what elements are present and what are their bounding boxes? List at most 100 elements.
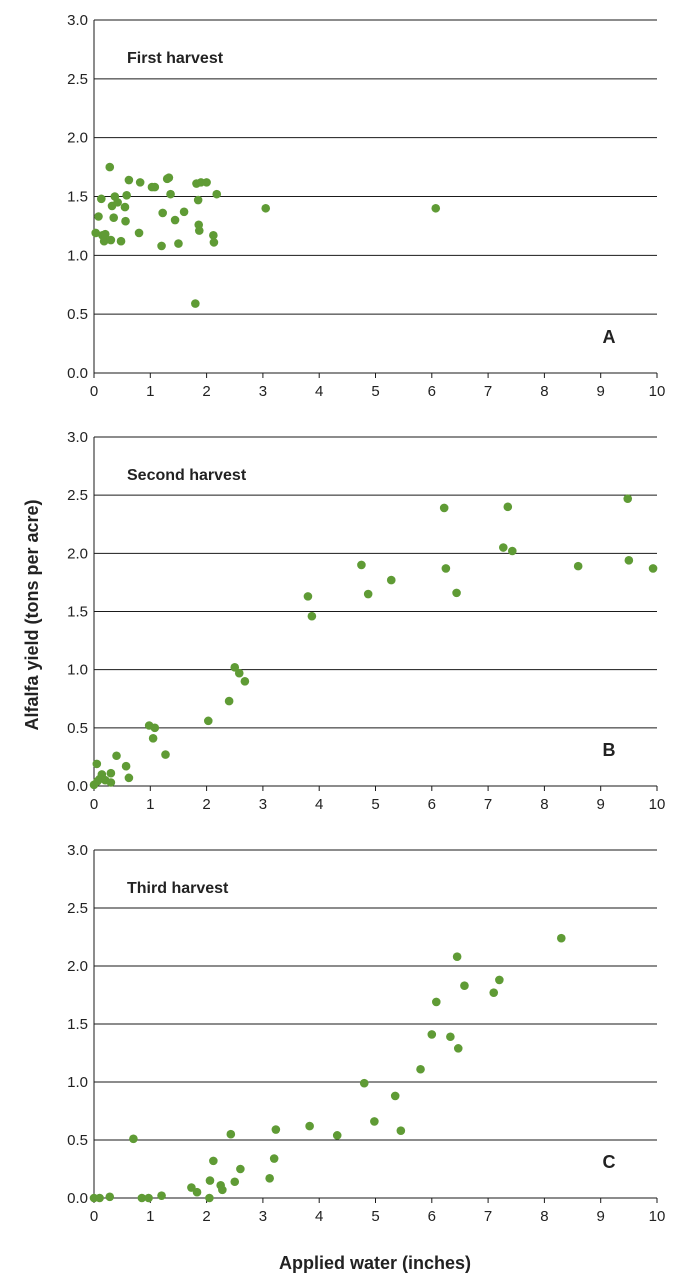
x-tick-label: 1 <box>146 796 154 813</box>
data-point <box>624 556 634 565</box>
data-point <box>269 1154 279 1163</box>
data-point <box>92 759 102 769</box>
data-point <box>179 207 189 217</box>
y-tick-label: 0.0 <box>67 778 88 795</box>
y-tick-label: 3.0 <box>67 12 88 29</box>
data-point <box>134 228 144 238</box>
data-point <box>99 236 109 246</box>
data-point <box>113 198 122 207</box>
data-point <box>120 202 130 212</box>
data-point <box>303 592 313 601</box>
data-point <box>236 1164 245 1174</box>
data-point <box>499 543 508 552</box>
data-point <box>495 975 504 985</box>
data-point <box>106 778 116 787</box>
panel-title: First harvest <box>127 50 224 67</box>
data-point <box>150 182 160 192</box>
data-point <box>109 213 119 222</box>
x-tick-label: 8 <box>540 796 548 813</box>
data-point <box>97 194 106 204</box>
x-tick-label: 8 <box>540 1208 548 1225</box>
x-tick-label: 0 <box>90 796 98 813</box>
x-tick-label: 2 <box>202 796 210 813</box>
data-point <box>265 1173 274 1183</box>
y-tick-label: 3.0 <box>67 842 88 859</box>
x-tick-label: 8 <box>540 383 548 400</box>
x-tick-label: 2 <box>202 383 210 400</box>
y-tick-label: 2.0 <box>67 545 88 562</box>
data-point <box>359 1078 369 1088</box>
data-point <box>224 696 234 706</box>
data-point <box>209 231 218 240</box>
x-tick-label: 7 <box>484 383 492 400</box>
data-point <box>416 1064 425 1074</box>
x-tick-label: 10 <box>649 383 666 400</box>
data-point <box>94 212 103 221</box>
x-tick-label: 2 <box>202 1208 210 1225</box>
x-tick-label: 4 <box>315 383 323 400</box>
panel-letter: A <box>603 327 616 347</box>
x-tick-label: 0 <box>90 383 98 400</box>
data-point <box>100 229 110 239</box>
data-point <box>106 235 116 245</box>
x-tick-label: 9 <box>597 383 605 400</box>
x-tick-label: 3 <box>259 796 267 813</box>
data-point <box>191 299 200 308</box>
y-tick-label: 2.0 <box>67 958 88 975</box>
data-point <box>573 561 583 571</box>
data-point <box>202 178 211 187</box>
x-tick-label: 7 <box>484 1208 492 1225</box>
y-tick-label: 1.5 <box>67 604 88 621</box>
data-point <box>144 1193 153 1203</box>
data-point <box>439 503 449 513</box>
y-tick-label: 3.0 <box>67 429 88 446</box>
scatter-panel-b: 0.0 0.5 1.0 1.5 2.0 2.5 3.0 0 1 2 3 4 5 6 7 8 9 10 Second … <box>67 429 665 813</box>
data-point <box>508 546 517 556</box>
panel-title: Second harvest <box>127 467 247 484</box>
data-point <box>116 236 126 246</box>
y-tick-label: 1.0 <box>67 1074 88 1091</box>
data-point <box>427 1030 437 1039</box>
data-point <box>158 208 167 218</box>
x-tick-label: 3 <box>259 383 267 400</box>
y-tick-label: 0.5 <box>67 720 88 737</box>
data-point <box>271 1125 281 1134</box>
data-point <box>452 588 461 598</box>
x-tick-label: 7 <box>484 796 492 813</box>
panel-letter: B <box>603 740 616 760</box>
data-point <box>623 494 633 503</box>
y-axis-title: Alfalfa yield (tons per acre) <box>22 499 42 730</box>
x-tick-label: 6 <box>428 796 436 813</box>
data-point <box>150 723 160 733</box>
data-point <box>230 1177 240 1187</box>
data-point <box>648 564 658 573</box>
panel-letter: C <box>603 1152 616 1172</box>
data-point <box>212 189 222 199</box>
data-point <box>194 226 204 235</box>
data-point <box>489 988 499 997</box>
data-point <box>446 1032 455 1042</box>
data-point <box>226 1129 236 1139</box>
data-point <box>129 1134 138 1144</box>
data-point <box>105 1192 115 1202</box>
data-point <box>452 952 462 962</box>
data-point <box>137 1193 147 1203</box>
data-point <box>124 773 134 783</box>
x-axis-title: Applied water (inches) <box>279 1253 471 1273</box>
data-point <box>170 215 180 225</box>
data-point <box>205 1176 215 1185</box>
data-point <box>166 189 175 199</box>
y-tick-label: 1.0 <box>67 662 88 679</box>
data-point <box>192 1187 202 1197</box>
data-point <box>148 734 158 743</box>
y-tick-label: 0.5 <box>67 1132 88 1149</box>
data-point <box>157 241 166 251</box>
data-point <box>396 1126 406 1136</box>
data-point <box>363 589 373 599</box>
y-tick-label: 1.5 <box>67 1016 88 1033</box>
data-point <box>122 191 131 200</box>
x-tick-label: 9 <box>597 796 605 813</box>
y-tick-label: 2.5 <box>67 487 88 504</box>
x-tick-label: 6 <box>428 383 436 400</box>
data-point <box>386 575 396 585</box>
